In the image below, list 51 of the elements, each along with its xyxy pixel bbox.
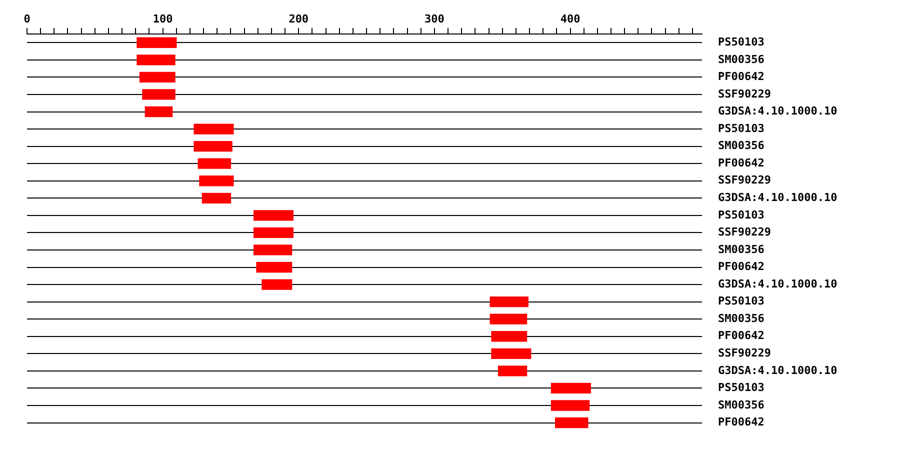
y-tick-label: G3DSA:4.10.1000.10 <box>718 277 838 290</box>
bar <box>202 192 232 204</box>
y-tick-label: SM00356 <box>718 242 765 256</box>
bar <box>136 54 176 66</box>
y-tick-label: PS50103 <box>718 208 764 222</box>
x-tick-label: 100 <box>152 12 173 26</box>
y-tick-label: G3DSA:4.10.1000.10 <box>718 191 838 204</box>
y-tick-label: PS50103 <box>718 122 764 135</box>
bar <box>194 124 234 134</box>
bar <box>491 331 528 342</box>
y-tick-label: PF00642 <box>718 70 764 84</box>
bar <box>554 417 588 428</box>
y-tick-label: SSF90229 <box>718 87 771 100</box>
bar <box>262 279 292 290</box>
x-tick-label: 0 <box>24 12 30 26</box>
y-tick-label: SM00356 <box>718 398 765 412</box>
y-tick-label: SSF90229 <box>718 346 771 360</box>
y-tick-label: PF00642 <box>718 416 764 429</box>
bar <box>550 382 591 394</box>
bar <box>490 314 528 324</box>
bar <box>491 348 532 359</box>
y-tick-label: PS50103 <box>718 381 764 394</box>
y-tick-label: G3DSA:4.10.1000.10 <box>718 104 838 118</box>
bar <box>550 400 590 411</box>
bar <box>253 227 294 238</box>
y-tick-label: SSF90229 <box>718 174 771 187</box>
y-tick-label: PS50103 <box>718 36 764 48</box>
bar <box>142 89 176 100</box>
y-tick-label: PF00642 <box>718 329 764 342</box>
y-tick-label: SM00356 <box>718 52 765 66</box>
bar <box>199 176 234 186</box>
x-tick-label: 400 <box>560 12 580 26</box>
bar <box>139 72 176 83</box>
y-tick-label: PF00642 <box>718 260 764 274</box>
bar <box>256 262 292 273</box>
bar <box>144 106 173 118</box>
y-tick-label: SM00356 <box>718 312 765 325</box>
bar <box>136 37 177 48</box>
y-tick-label: PF00642 <box>718 156 764 170</box>
bar <box>253 210 294 221</box>
x-tick-label: 200 <box>288 12 309 26</box>
bar <box>198 158 232 169</box>
bar <box>253 244 292 256</box>
y-tick-label: G3DSA:4.10.1000.10 <box>718 364 838 377</box>
y-tick-label: PS50103 <box>718 294 764 308</box>
y-tick-label: SM00356 <box>718 139 765 152</box>
bar <box>194 140 232 152</box>
y-tick-label: SSF90229 <box>718 226 771 239</box>
bar <box>490 296 528 308</box>
bar <box>498 366 528 376</box>
x-tick-label: 300 <box>424 12 444 26</box>
